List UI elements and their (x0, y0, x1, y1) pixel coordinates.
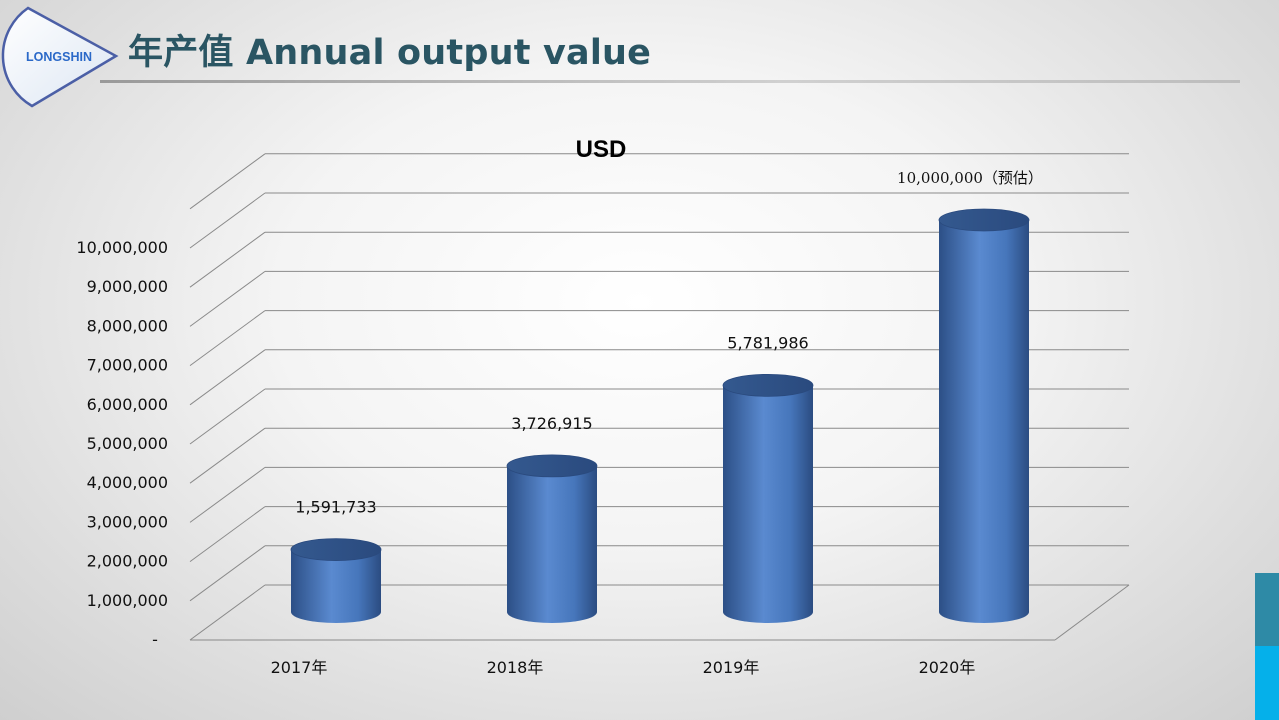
accent-bar-teal (1255, 573, 1279, 646)
x-category-label: 2017年 (271, 658, 328, 677)
bar-top (506, 454, 598, 478)
data-label: 3,726,915 (511, 414, 592, 433)
gridline-side (189, 427, 266, 484)
gridline-side (189, 506, 266, 563)
data-label: 1,591,733 (295, 498, 376, 517)
data-label: 10,000,000（预估） (897, 169, 1043, 187)
bar (290, 538, 382, 623)
gridline-side (189, 310, 266, 367)
page-title: 年产值 Annual output value (128, 33, 652, 73)
bar-body (723, 385, 813, 623)
gridline-side (189, 270, 266, 327)
floor-edge-right (1054, 584, 1130, 641)
y-tick-label: 10,000,000 (76, 238, 168, 257)
x-category-label: 2020年 (919, 658, 976, 677)
gridline-side (189, 192, 266, 249)
gridline-side (189, 153, 266, 210)
y-tick-label: 7,000,000 (87, 356, 168, 375)
longshin-logo: LONGSHIN (1, 6, 119, 108)
bar (722, 373, 814, 623)
y-tick-label: 2,000,000 (87, 552, 168, 571)
y-tick-label: - (152, 630, 158, 649)
y-tick-label: 9,000,000 (87, 277, 168, 296)
y-tick-label: 5,000,000 (87, 434, 168, 453)
y-tick-label: 6,000,000 (87, 395, 168, 414)
gridline-side (189, 349, 266, 406)
y-tick-label: 1,000,000 (87, 591, 168, 610)
bar-body (939, 220, 1029, 623)
gridline-side (189, 545, 266, 602)
data-label: 5,781,986 (727, 333, 808, 352)
gridline-side (189, 584, 266, 641)
bar (938, 208, 1030, 623)
accent-bar-cyan (1255, 646, 1279, 720)
chart-labels: - 1,000,000 2,000,000 3,000,000 4,000,000 5,0… (76, 169, 1043, 677)
bar-body (507, 465, 597, 623)
bar-top (722, 373, 814, 397)
x-category-label: 2018年 (487, 658, 544, 677)
y-tick-label: 8,000,000 (87, 316, 168, 335)
chart-bars (290, 208, 1030, 623)
y-tick-label: 4,000,000 (87, 473, 168, 492)
bar-body (291, 549, 381, 623)
gridline-side (189, 388, 266, 445)
chart-title: USD (576, 136, 627, 163)
x-category-label: 2019年 (703, 658, 760, 677)
y-tick-label: 3,000,000 (87, 512, 168, 531)
bar-top (290, 538, 382, 562)
bar (506, 454, 598, 623)
logo-text: LONGSHIN (26, 50, 92, 64)
bar-top (938, 208, 1030, 232)
title-divider (100, 80, 1240, 83)
gridline-side (189, 231, 266, 288)
gridline-side (189, 466, 266, 523)
